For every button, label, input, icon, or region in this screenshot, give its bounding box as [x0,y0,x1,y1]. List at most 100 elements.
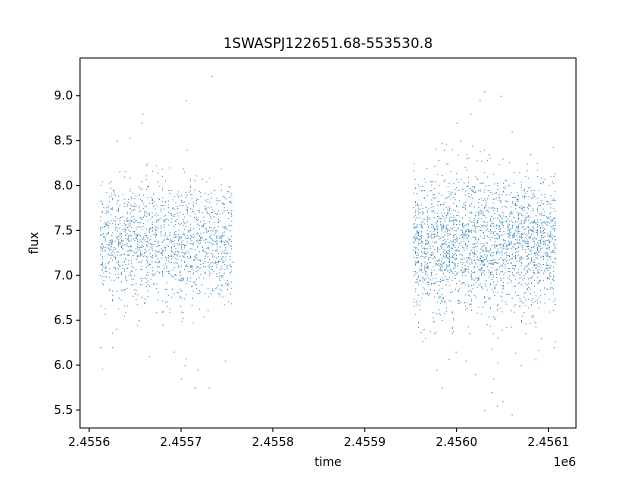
data-point [192,281,194,283]
data-point [101,247,103,249]
data-point [210,273,212,275]
data-point [113,266,115,268]
data-point [156,283,158,285]
data-point [161,201,163,203]
data-point [159,261,161,263]
data-point [434,282,435,284]
data-point [513,247,515,249]
data-point [129,250,131,252]
data-point [516,221,518,223]
data-point [225,360,227,362]
data-point [531,282,532,284]
data-point [181,200,183,202]
data-point [469,252,471,254]
data-point [419,268,421,270]
data-point [510,280,512,282]
data-point [103,272,105,274]
data-point [147,186,149,188]
data-point [157,292,159,294]
data-point [494,246,496,248]
data-point [532,315,534,316]
data-point [125,279,127,281]
data-point [481,259,483,261]
data-point [213,262,215,264]
data-point [488,263,490,265]
data-point [187,210,188,212]
data-point [451,255,453,257]
data-point [507,227,509,229]
data-point [112,290,113,292]
data-point [490,224,491,226]
data-point [460,302,462,304]
data-point [129,204,131,206]
data-point [190,178,191,180]
data-point [156,220,158,222]
data-point [444,262,446,264]
data-point [488,316,490,318]
data-point [147,284,149,286]
data-point [456,236,458,238]
data-point [447,281,449,283]
data-point [145,215,147,217]
data-point [415,209,417,211]
data-point [546,255,547,257]
data-point [450,198,452,200]
data-point [415,251,417,253]
data-point [429,247,431,249]
data-point [532,229,534,231]
data-point [173,274,175,276]
data-point [469,303,471,305]
data-point [122,248,124,250]
data-point [126,211,128,213]
data-point [481,275,482,277]
data-point [444,239,446,241]
data-point [534,259,536,261]
data-point [516,192,518,194]
y-tick-label: 7.0 [54,268,73,282]
data-point [551,235,553,237]
data-point [182,205,184,207]
data-point [192,244,194,246]
data-point [481,246,483,248]
data-point [162,254,164,256]
data-point [117,209,119,211]
data-point [112,254,114,256]
data-point [199,290,200,291]
data-point [462,234,463,236]
data-point [478,213,480,215]
data-point [544,211,546,213]
data-point [453,245,455,247]
data-point [534,252,536,254]
data-point [484,189,486,191]
data-point [182,279,184,280]
data-point [448,217,450,219]
data-point [167,200,169,202]
data-point [522,196,524,197]
data-point [553,288,554,290]
data-point [145,211,147,213]
data-point [517,198,519,200]
data-point [216,248,218,250]
data-point [156,165,158,167]
data-point [223,203,225,205]
data-point [503,212,505,214]
data-point [448,272,450,274]
data-point [146,245,147,246]
data-point [229,201,231,203]
data-point [489,239,491,241]
data-point [203,316,205,318]
data-point [528,232,530,234]
data-point [473,187,475,189]
data-point [194,180,196,182]
data-point [145,228,147,230]
data-point [484,207,485,209]
data-point [104,223,106,225]
data-point [225,259,227,261]
data-point [109,250,111,252]
data-point [441,320,443,321]
data-point [211,75,213,77]
data-point [441,230,443,232]
data-point [453,262,455,264]
data-point [491,207,493,209]
data-point [204,223,206,225]
